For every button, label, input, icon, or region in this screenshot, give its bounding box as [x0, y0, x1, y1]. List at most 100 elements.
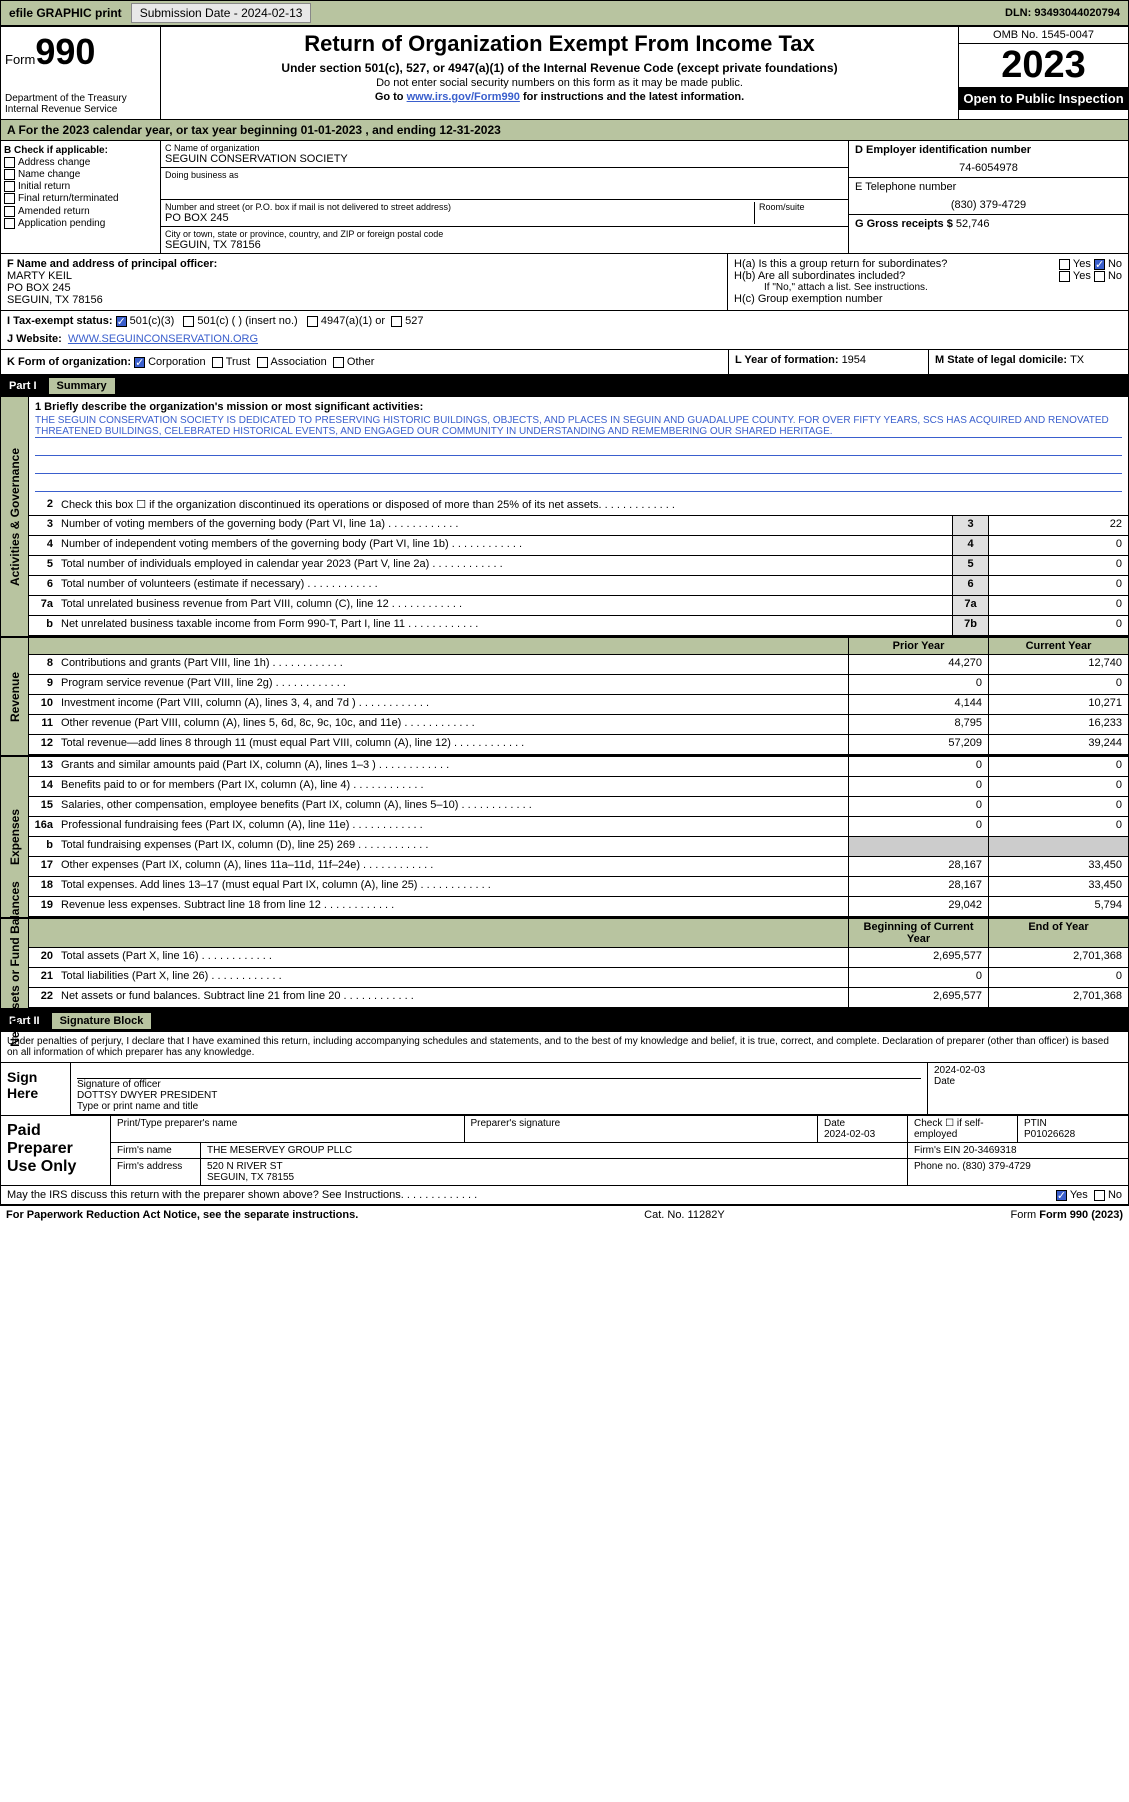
box-c: C Name of organization SEGUIN CONSERVATI… — [161, 141, 848, 253]
cb-final-return[interactable] — [4, 193, 15, 204]
rev-row: 11Other revenue (Part VIII, column (A), … — [29, 715, 1128, 735]
header-right-box: OMB No. 1545-0047 2023 Open to Public In… — [958, 27, 1128, 119]
firm-name: THE MESERVEY GROUP PLLC — [201, 1143, 908, 1158]
form-number-box: Form990 Department of the Treasury Inter… — [1, 27, 161, 119]
box-b: B Check if applicable: Address change Na… — [1, 141, 161, 253]
cb-corp[interactable] — [134, 357, 145, 368]
na-row: 20Total assets (Part X, line 16)2,695,57… — [29, 948, 1128, 968]
exp-row: 18Total expenses. Add lines 13–17 (must … — [29, 877, 1128, 897]
org-city: SEGUIN, TX 78156 — [165, 239, 844, 251]
exp-row: 14Benefits paid to or for members (Part … — [29, 777, 1128, 797]
cb-amended[interactable] — [4, 206, 15, 217]
part2-header: Part II Signature Block — [1, 1010, 1128, 1032]
perjury-statement: Under penalties of perjury, I declare th… — [1, 1032, 1128, 1063]
rev-row: 12Total revenue—add lines 8 through 11 (… — [29, 735, 1128, 755]
mission-block: 1 Briefly describe the organization's mi… — [29, 397, 1128, 496]
open-to-public: Open to Public Inspection — [959, 87, 1128, 110]
cb-address-change[interactable] — [4, 157, 15, 168]
gov-row: 6Total number of volunteers (estimate if… — [29, 576, 1128, 596]
exp-row: 16aProfessional fundraising fees (Part I… — [29, 817, 1128, 837]
cb-initial-return[interactable] — [4, 181, 15, 192]
cb-527[interactable] — [391, 316, 402, 327]
dln: DLN: 93493044020794 — [1005, 7, 1126, 19]
section-b-to-g: B Check if applicable: Address change Na… — [1, 141, 1128, 254]
prep-date: 2024-02-03 — [824, 1129, 901, 1140]
gov-row: 5Total number of individuals employed in… — [29, 556, 1128, 576]
exp-row: 17Other expenses (Part IX, column (A), l… — [29, 857, 1128, 877]
year-formed: 1954 — [842, 354, 866, 366]
efile-label: efile GRAPHIC print — [3, 4, 128, 22]
exp-row: 19Revenue less expenses. Subtract line 1… — [29, 897, 1128, 917]
box-f: F Name and address of principal officer:… — [1, 254, 728, 310]
label-netassets: Net Assets or Fund Balances — [8, 881, 22, 1047]
org-name: SEGUIN CONSERVATION SOCIETY — [165, 153, 844, 165]
firm-addr2: SEGUIN, TX 78155 — [207, 1172, 901, 1183]
phone: (830) 379-4729 — [855, 199, 1122, 211]
sign-here-row: Sign Here Signature of officer DOTTSY DW… — [1, 1063, 1128, 1116]
omb-number: OMB No. 1545-0047 — [959, 27, 1128, 44]
governance-section: Activities & Governance 1 Briefly descri… — [1, 397, 1128, 638]
officer-name: MARTY KEIL — [7, 270, 721, 282]
gross-receipts: 52,746 — [956, 218, 990, 230]
gov-row: 7aTotal unrelated business revenue from … — [29, 596, 1128, 616]
revenue-section: Revenue Prior YearCurrent Year 8Contribu… — [1, 638, 1128, 757]
row-f-h: F Name and address of principal officer:… — [1, 254, 1128, 311]
firm-phone: (830) 379-4729 — [962, 1161, 1030, 1172]
cb-ha-no[interactable] — [1094, 259, 1105, 270]
cb-ha-yes[interactable] — [1059, 259, 1070, 270]
footer: For Paperwork Reduction Act Notice, see … — [0, 1206, 1129, 1224]
ein: 74-6054978 — [855, 162, 1122, 174]
state-domicile: TX — [1070, 354, 1084, 366]
exp-row: 13Grants and similar amounts paid (Part … — [29, 757, 1128, 777]
discuss-row: May the IRS discuss this return with the… — [1, 1186, 1128, 1205]
cb-hb-no[interactable] — [1094, 271, 1105, 282]
irs-link[interactable]: www.irs.gov/Form990 — [407, 91, 520, 103]
netassets-section: Net Assets or Fund Balances Beginning of… — [1, 919, 1128, 1010]
cb-discuss-yes[interactable] — [1056, 1190, 1067, 1201]
rev-row: 10Investment income (Part VIII, column (… — [29, 695, 1128, 715]
cb-501c3[interactable] — [116, 316, 127, 327]
box-h: H(a) Is this a group return for subordin… — [728, 254, 1128, 310]
mission-text: THE SEGUIN CONSERVATION SOCIETY IS DEDIC… — [35, 415, 1122, 438]
cb-trust[interactable] — [212, 357, 223, 368]
label-governance: Activities & Governance — [8, 447, 22, 585]
gov-row: 4Number of independent voting members of… — [29, 536, 1128, 556]
box-d-e-g: D Employer identification number 74-6054… — [848, 141, 1128, 253]
paid-preparer-row: Paid Preparer Use Only Print/Type prepar… — [1, 1116, 1128, 1186]
officer-sig-name: DOTTSY DWYER PRESIDENT — [77, 1090, 921, 1101]
website-link[interactable]: WWW.SEGUINCONSERVATION.ORG — [68, 333, 258, 345]
org-address: PO BOX 245 — [165, 212, 754, 224]
submission-date: Submission Date - 2024-02-13 — [131, 3, 312, 23]
part1-header: Part I Summary — [1, 375, 1128, 397]
form-ref: Form Form 990 (2023) — [1011, 1209, 1124, 1221]
cb-discuss-no[interactable] — [1094, 1190, 1105, 1201]
tax-year: 2023 — [959, 44, 1128, 87]
form-subtitle: Under section 501(c), 527, or 4947(a)(1)… — [169, 61, 950, 75]
header-title-box: Return of Organization Exempt From Incom… — [161, 27, 958, 119]
exp-row: bTotal fundraising expenses (Part IX, co… — [29, 837, 1128, 857]
cb-other[interactable] — [333, 357, 344, 368]
gov-row: 3Number of voting members of the governi… — [29, 516, 1128, 536]
label-revenue: Revenue — [8, 671, 22, 721]
cb-hb-yes[interactable] — [1059, 271, 1070, 282]
row-k-l-m: K Form of organization: Corporation Trus… — [1, 350, 1128, 375]
firm-ein: 20-3469318 — [963, 1145, 1016, 1156]
cb-app-pending[interactable] — [4, 218, 15, 229]
firm-addr1: 520 N RIVER ST — [207, 1161, 901, 1172]
form-title: Return of Organization Exempt From Incom… — [169, 31, 950, 57]
na-row: 21Total liabilities (Part X, line 26)00 — [29, 968, 1128, 988]
period-row: A For the 2023 calendar year, or tax yea… — [1, 120, 1128, 141]
expenses-section: Expenses 13Grants and similar amounts pa… — [1, 757, 1128, 919]
sign-date: 2024-02-03 — [934, 1065, 1122, 1076]
cb-name-change[interactable] — [4, 169, 15, 180]
cb-501c[interactable] — [183, 316, 194, 327]
exp-row: 15Salaries, other compensation, employee… — [29, 797, 1128, 817]
cb-assoc[interactable] — [257, 357, 268, 368]
ptin: P01026628 — [1024, 1129, 1122, 1140]
gov-row: bNet unrelated business taxable income f… — [29, 616, 1128, 636]
row-i-j: I Tax-exempt status: 501(c)(3) 501(c) ( … — [1, 311, 1128, 350]
rev-row: 8Contributions and grants (Part VIII, li… — [29, 655, 1128, 675]
header-row: Form990 Department of the Treasury Inter… — [1, 27, 1128, 120]
cb-4947[interactable] — [307, 316, 318, 327]
gov-row: 2Check this box ☐ if the organization di… — [29, 496, 1128, 516]
